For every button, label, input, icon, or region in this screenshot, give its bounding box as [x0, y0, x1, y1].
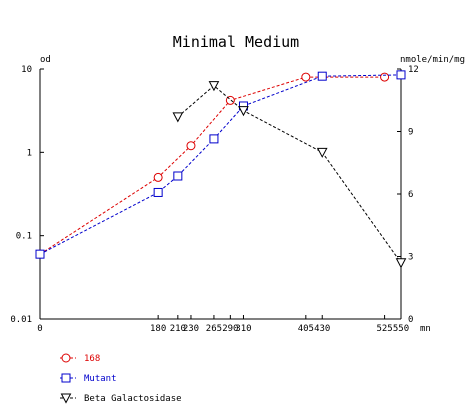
x-tick-label: 405: [298, 324, 314, 334]
y-right-tick-label: 12: [408, 65, 419, 75]
y-right-axis-label: nmole/min/mg: [400, 55, 465, 65]
legend-marker: [61, 353, 71, 363]
data-point: [173, 171, 183, 181]
x-tick-label: 430: [314, 324, 330, 334]
data-point: [396, 70, 406, 80]
x-tick-label: 210: [170, 324, 186, 334]
y-left-tick-label: 0.1: [16, 232, 32, 242]
x-tick-label: 525: [376, 324, 392, 334]
y-right-tick-label: 3: [408, 253, 413, 263]
y-left-tick-label: 10: [21, 65, 32, 75]
legend-label: Beta Galactosidase: [84, 394, 182, 404]
data-point: [35, 249, 45, 259]
series-line: [39, 74, 402, 255]
legend: 168 Mutant Beta Galactosidase: [60, 353, 182, 404]
legend-label: 168: [84, 354, 100, 364]
data-point: [301, 72, 311, 82]
x-tick-label: 0: [37, 324, 42, 334]
legend-marker: [61, 373, 71, 383]
y-left-axis-label: od: [40, 55, 51, 65]
x-tick-label: 310: [235, 324, 251, 334]
data-point: [395, 258, 407, 269]
data-point: [380, 72, 390, 82]
x-tick-label: 290: [222, 324, 238, 334]
y-left-tick-label: 1: [27, 148, 32, 158]
legend-label: Mutant: [84, 374, 117, 384]
x-tick-label: 180: [150, 324, 166, 334]
data-point: [316, 147, 328, 158]
data-point: [208, 81, 220, 92]
x-unit-label: mn: [420, 324, 431, 334]
x-tick-label: 550: [393, 324, 409, 334]
x-tick-label: 265: [206, 324, 222, 334]
data-point: [186, 141, 196, 151]
series-line: [39, 76, 385, 255]
series-line: [177, 85, 402, 264]
data-point: [153, 172, 163, 182]
data-point: [209, 134, 219, 144]
data-point: [172, 112, 184, 123]
data-point: [238, 106, 249, 117]
legend-marker: [60, 393, 72, 404]
data-point: [317, 71, 327, 81]
y-right-tick-label: 0: [408, 315, 413, 325]
x-tick-label: 230: [183, 324, 199, 334]
y-left-tick-label: 0.01: [10, 315, 32, 325]
y-right-tick-label: 6: [408, 190, 413, 200]
chart-title: Minimal Medium: [173, 33, 299, 51]
series-group: [35, 70, 407, 269]
y-right-tick-label: 9: [408, 128, 413, 138]
data-point: [153, 187, 163, 197]
